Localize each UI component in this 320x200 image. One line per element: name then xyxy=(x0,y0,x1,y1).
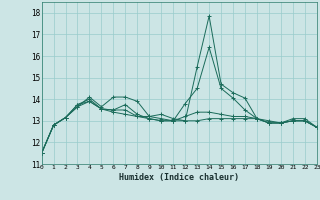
X-axis label: Humidex (Indice chaleur): Humidex (Indice chaleur) xyxy=(119,173,239,182)
